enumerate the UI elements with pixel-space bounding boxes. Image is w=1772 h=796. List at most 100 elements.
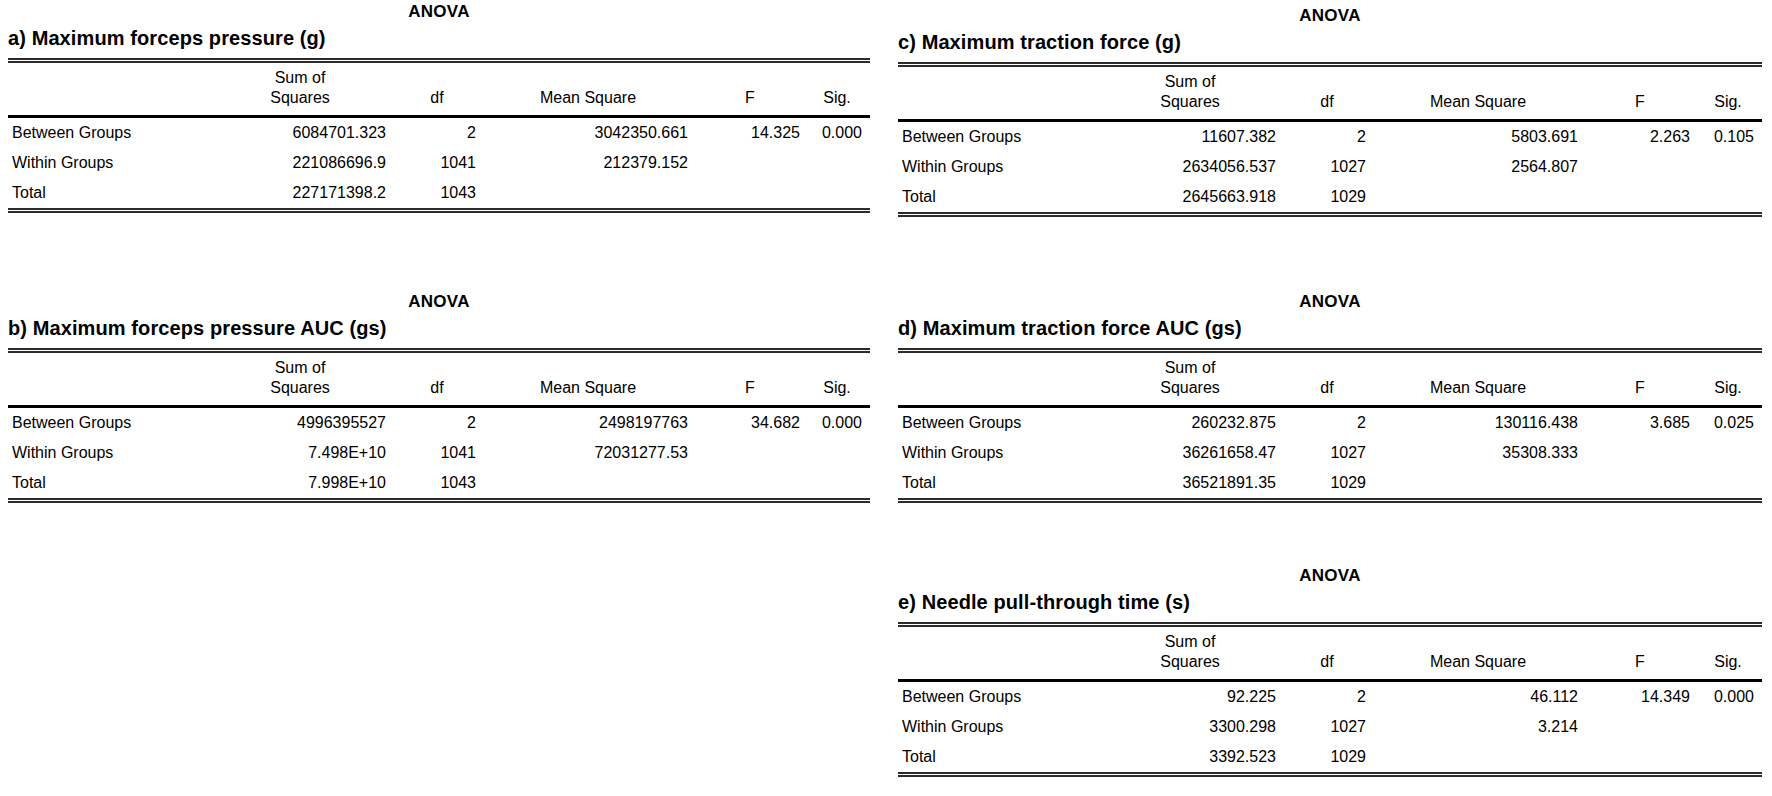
header-sig: Sig. [808,61,870,117]
cell-df: 2 [1284,681,1374,713]
cell-df: 2 [1284,407,1374,439]
header-row: Sum ofSquares df Mean Square F Sig. [8,351,870,407]
header-sig: Sig. [1698,65,1762,121]
cell-mean-square [1374,182,1586,215]
cell-f [696,468,808,501]
table-body: Between Groups 260232.875 2 130116.438 3… [898,407,1762,501]
header-row: Sum ofSquares df Mean Square F Sig. [898,65,1762,121]
cell-f [1586,438,1698,468]
cell-sum-of-squares: 7.998E+10 [210,468,394,501]
cell-sig [808,178,870,211]
header-f: F [696,61,808,117]
cell-sig [1698,712,1762,742]
row-label: Within Groups [8,148,210,178]
header-sum-of-squares-line2: Squares [1160,93,1220,110]
header-df: df [394,351,484,407]
anova-grid: Sum ofSquares df Mean Square F Sig. Betw… [8,58,870,213]
header-mean-square: Mean Square [484,61,696,117]
cell-sig: 0.105 [1698,121,1762,153]
cell-sum-of-squares: 4996395527 [210,407,394,439]
row-label: Between Groups [8,407,210,439]
cell-f: 2.263 [1586,121,1698,153]
cell-f: 14.325 [696,117,808,149]
header-row: Sum ofSquares df Mean Square F Sig. [8,61,870,117]
cell-mean-square: 5803.691 [1374,121,1586,153]
anova-table-c: ANOVA c) Maximum traction force (g) Sum … [898,6,1762,217]
header-sum-of-squares: Sum of Squares [1100,625,1284,681]
cell-sum-of-squares: 2634056.537 [1100,152,1284,182]
header-sum-of-squares-line1: Sum of [1165,633,1216,650]
cell-mean-square [1374,742,1586,775]
cell-sum-of-squares: 3392.523 [1100,742,1284,775]
row-label: Total [8,468,210,501]
table-body: Between Groups 92.225 2 46.112 14.349 0.… [898,681,1762,775]
header-sum-of-squares-line1: Sum of [275,69,326,86]
header-df: df [1284,351,1374,407]
table-heading: ANOVA [8,2,870,22]
cell-sig [1698,182,1762,215]
cell-sum-of-squares: 221086696.9 [210,148,394,178]
cell-mean-square: 3.214 [1374,712,1586,742]
cell-sig [1698,152,1762,182]
cell-sum-of-squares: 227171398.2 [210,178,394,211]
cell-sum-of-squares: 7.498E+10 [210,438,394,468]
table-body: Between Groups 6084701.323 2 3042350.661… [8,117,870,211]
table-subtitle: a) Maximum forceps pressure (g) [8,26,870,50]
cell-sig [1698,742,1762,775]
header-sum-of-squares: Sum of Squares [1100,351,1284,407]
header-sum-of-squares-line1: Sum of [1165,359,1216,376]
table-row: Between Groups 6084701.323 2 3042350.661… [8,117,870,149]
table-body: Between Groups 4996395527 2 2498197763 3… [8,407,870,501]
cell-sig: 0.000 [808,407,870,439]
table-heading: ANOVA [8,292,870,312]
table-subtitle: b) Maximum forceps pressure AUC (gs) [8,316,870,340]
cell-f [696,438,808,468]
header-sum-of-squares-line2: Squares [1160,379,1220,396]
header-row-label-spacer [8,351,210,407]
header-f: F [1586,351,1698,407]
cell-df: 2 [394,117,484,149]
header-sig: Sig. [1698,351,1762,407]
cell-sig: 0.000 [808,117,870,149]
cell-f [696,148,808,178]
table-row: Total 227171398.2 1043 [8,178,870,211]
cell-f [1586,182,1698,215]
cell-sum-of-squares: 3300.298 [1100,712,1284,742]
table-heading: ANOVA [898,292,1762,312]
cell-sig [808,438,870,468]
anova-grid: Sum ofSquares df Mean Square F Sig. Betw… [8,348,870,503]
header-sum-of-squares-line2: Squares [1160,653,1220,670]
cell-f [696,178,808,211]
table-row: Total 2645663.918 1029 [898,182,1762,215]
table-row: Total 3392.523 1029 [898,742,1762,775]
cell-sum-of-squares: 36521891.35 [1100,468,1284,501]
header-row: Sum of Squares df Mean Square F Sig. [898,351,1762,407]
cell-mean-square: 212379.152 [484,148,696,178]
cell-sig: 0.000 [1698,681,1762,713]
anova-table-a: ANOVA a) Maximum forceps pressure (g) Su… [8,2,870,213]
row-label: Total [898,742,1100,775]
table-row: Between Groups 4996395527 2 2498197763 3… [8,407,870,439]
anova-table-d: ANOVA d) Maximum traction force AUC (gs)… [898,292,1762,503]
table-row: Within Groups 7.498E+10 1041 72031277.53 [8,438,870,468]
row-label: Total [898,468,1100,501]
row-label: Total [898,182,1100,215]
page-canvas: ANOVA a) Maximum forceps pressure (g) Su… [0,0,1772,796]
cell-sig [808,468,870,501]
cell-mean-square: 72031277.53 [484,438,696,468]
cell-sum-of-squares: 36261658.47 [1100,438,1284,468]
anova-grid: Sum ofSquares df Mean Square F Sig. Betw… [898,622,1762,777]
header-df: df [1284,65,1374,121]
cell-sig [1698,468,1762,501]
header-f: F [1586,65,1698,121]
header-mean-square: Mean Square [1374,351,1586,407]
table-body: Between Groups 11607.382 2 5803.691 2.26… [898,121,1762,215]
cell-df: 1027 [1284,152,1374,182]
cell-mean-square: 2498197763 [484,407,696,439]
cell-df: 1027 [1284,438,1374,468]
table-row: Between Groups 11607.382 2 5803.691 2.26… [898,121,1762,153]
header-sig: Sig. [808,351,870,407]
cell-sum-of-squares: 11607.382 [1100,121,1284,153]
cell-mean-square: 130116.438 [1374,407,1586,439]
cell-df: 2 [394,407,484,439]
